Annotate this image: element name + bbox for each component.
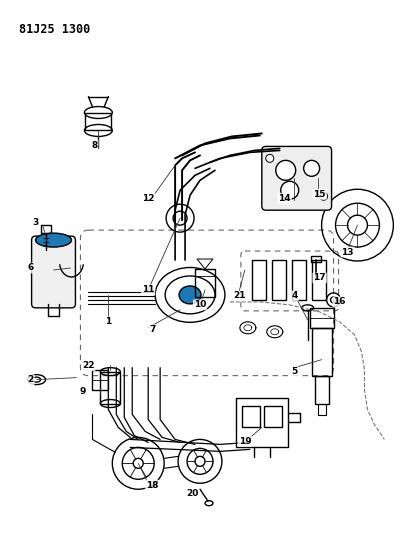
Bar	[310, 308, 334, 328]
Text: 16: 16	[333, 297, 346, 306]
Bar	[236, 398, 288, 447]
Text: 20: 20	[186, 489, 198, 498]
Text: 18: 18	[146, 481, 158, 490]
Circle shape	[319, 192, 328, 200]
FancyBboxPatch shape	[31, 236, 75, 308]
Text: 11: 11	[142, 285, 155, 294]
Text: 8: 8	[91, 141, 97, 150]
Text: 2: 2	[27, 375, 34, 384]
Bar	[264, 406, 282, 427]
Text: 12: 12	[142, 193, 155, 203]
Text: 3: 3	[32, 217, 39, 227]
Text: 7: 7	[149, 325, 155, 334]
Text: 17: 17	[313, 273, 326, 282]
Ellipse shape	[36, 233, 72, 247]
Bar	[40, 225, 51, 233]
Text: 6: 6	[27, 263, 34, 272]
Circle shape	[266, 155, 274, 163]
Bar	[312, 328, 332, 376]
Text: 81J25 1300: 81J25 1300	[19, 23, 90, 36]
Bar	[252, 260, 266, 300]
Circle shape	[281, 181, 299, 199]
Circle shape	[303, 160, 319, 176]
Text: 22: 22	[82, 361, 94, 370]
Text: 10: 10	[194, 301, 206, 309]
Text: 15: 15	[313, 190, 326, 199]
Text: 21: 21	[234, 292, 246, 301]
Text: 1: 1	[105, 317, 112, 326]
Text: 14: 14	[279, 193, 291, 203]
Bar	[195, 269, 215, 297]
Bar	[272, 260, 286, 300]
Bar	[312, 260, 326, 300]
Circle shape	[276, 160, 296, 180]
Bar	[85, 112, 111, 131]
Ellipse shape	[179, 286, 201, 304]
Text: 19: 19	[238, 437, 251, 446]
FancyBboxPatch shape	[262, 147, 332, 210]
Bar	[242, 406, 260, 427]
Bar	[311, 256, 321, 262]
Bar	[315, 376, 328, 403]
Text: 13: 13	[341, 247, 354, 256]
Text: 9: 9	[79, 387, 85, 396]
Bar	[92, 370, 108, 390]
Bar	[100, 372, 120, 403]
Bar	[292, 260, 306, 300]
Text: 4: 4	[292, 292, 298, 301]
Text: 5: 5	[292, 367, 298, 376]
